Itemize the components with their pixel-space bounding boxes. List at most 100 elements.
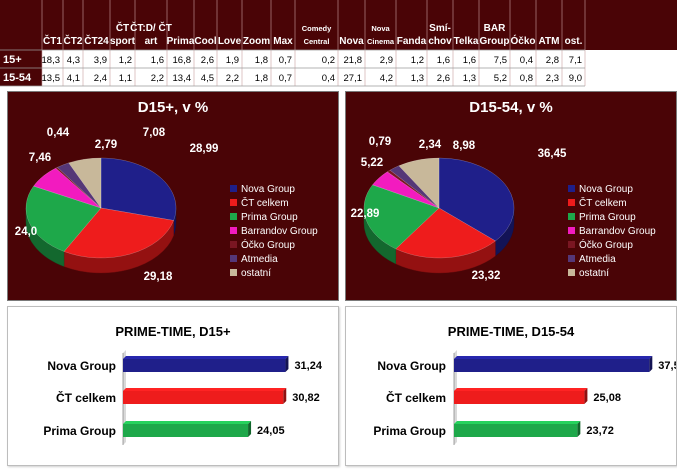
bar-chart-prime-time-d15-54: PRIME-TIME, D15-54 Nova Group 37,56 ČT celk… <box>345 306 677 466</box>
table-cell: 1,9 <box>226 55 239 66</box>
table-column-header: Fanda <box>397 36 427 47</box>
bar <box>454 424 578 437</box>
bar-category-label: Prima Group <box>373 424 446 438</box>
table-row-label: 15+ <box>3 54 22 66</box>
table-column-header: Nova <box>339 36 364 47</box>
pie-slice <box>25 185 102 252</box>
legend-entry: Nova Group <box>579 184 633 195</box>
pie-value-label: 7,46 <box>29 152 51 164</box>
pie-chart-d15-svg: D15+, v % 28,99 29,18 24,0 7,46 0,44 2,79 7,08 N… <box>15 99 318 283</box>
legend-entry: ostatní <box>241 268 271 279</box>
table-column-header: Nova Cinema <box>367 24 395 46</box>
bar-side <box>283 388 287 404</box>
table-cell: 1,8 <box>255 73 268 84</box>
legend-swatch <box>568 241 575 248</box>
table-cell: 2,6 <box>201 55 214 66</box>
pie-chart-d15: D15+, v % 28,99 29,18 24,0 7,46 0,44 2,79 7,08 N… <box>7 91 339 301</box>
bar <box>123 359 286 372</box>
bar-category-label: Prima Group <box>43 424 116 438</box>
pie-chart-d15-54-svg: D15-54, v % 36,45 23,32 22,89 5,22 0,79 2,34 8,… <box>351 99 657 282</box>
bar-chart-prime-time-d15-svg: PRIME-TIME, D15+ Nova Group 31,24 ČT celkem… <box>43 324 323 445</box>
table-cell: 21,8 <box>344 55 363 66</box>
bar-top <box>123 356 289 359</box>
bar-top <box>454 388 588 391</box>
pie-value-label: 0,79 <box>369 136 391 148</box>
bar-chart-prime-time-d15-54-svg: PRIME-TIME, D15-54 Nova Group 37,56 ČT celk… <box>373 324 677 445</box>
pie-value-label: 28,99 <box>190 143 219 155</box>
legend-swatch <box>230 213 237 220</box>
table-cell: 1,3 <box>411 73 424 84</box>
table-cell: 3,9 <box>94 55 107 66</box>
table-cell: 0,7 <box>279 73 292 84</box>
pie-value-label: 22,89 <box>351 208 380 220</box>
pie-value-label: 0,44 <box>47 127 70 139</box>
table-row-label: 15-54 <box>3 72 32 84</box>
table-column-header: BAR Group <box>480 23 510 47</box>
table-cell: 13,4 <box>173 73 192 84</box>
legend-entry: Barrandov Group <box>579 226 656 237</box>
table-cell: 5,2 <box>494 73 507 84</box>
table-column-header: ATM <box>539 36 560 47</box>
bar-category-label: ČT celkem <box>56 390 116 405</box>
bar-value-label: 24,05 <box>257 425 285 437</box>
table-cell: 4,3 <box>67 55 80 66</box>
table-cell: 27,1 <box>344 73 363 84</box>
legend-entry: Prima Group <box>579 212 636 223</box>
pie-slice <box>63 207 174 259</box>
table-cell: 1,6 <box>463 55 476 66</box>
table-cell: 13,5 <box>42 73 61 84</box>
table-cell: 2,3 <box>546 73 559 84</box>
table-cell: 4,2 <box>380 73 393 84</box>
pie-value-label: 7,08 <box>143 127 166 139</box>
pie-slice <box>363 184 440 250</box>
table-cell: 2,4 <box>94 73 107 84</box>
bar-chart-title: PRIME-TIME, D15+ <box>115 324 231 339</box>
pie-slice <box>386 169 440 209</box>
pie-title: D15+, v % <box>138 99 208 116</box>
table-cell: 0,4 <box>520 55 533 66</box>
table-column-header: Cool <box>194 36 216 47</box>
table-column-header: ČT1 <box>43 34 62 47</box>
pie-title: D15-54, v % <box>469 99 552 116</box>
table-cell: 1,8 <box>255 55 268 66</box>
bar-category-label: Nova Group <box>47 359 116 373</box>
pie-slice <box>100 157 177 221</box>
table-column-header: ČT sport <box>110 21 136 47</box>
table-cell: 1,3 <box>463 73 476 84</box>
bar-side <box>577 421 581 437</box>
pie-slice <box>55 167 102 209</box>
table-column-header: ČT24 <box>84 34 109 47</box>
bar <box>454 359 650 372</box>
table-cell: 0,8 <box>520 73 533 84</box>
table-cell: 2,9 <box>380 55 393 66</box>
legend-entry: Atmedia <box>241 254 278 265</box>
pie-slice <box>33 167 102 209</box>
legend-swatch <box>230 185 237 192</box>
table-cell: 4,1 <box>67 73 80 84</box>
legend-swatch <box>568 227 575 234</box>
pie-slice <box>398 157 440 209</box>
table-header-bg <box>0 0 677 50</box>
table-cell: 1,6 <box>151 55 164 66</box>
bar-value-label: 37,56 <box>658 360 676 372</box>
table-column-header: Prima <box>167 36 195 47</box>
table-cell: 0,7 <box>279 55 292 66</box>
table-column-header: Love <box>218 36 242 47</box>
table-cell: 2,8 <box>546 55 559 66</box>
table-cell: 2,2 <box>151 73 164 84</box>
pie-value-label: 5,22 <box>361 157 383 169</box>
table-cell: 1,2 <box>119 55 132 66</box>
pie-slice <box>372 171 440 209</box>
legend-entry: ČT celkem <box>579 196 627 209</box>
table-cell: 1,2 <box>411 55 424 66</box>
pie-slice <box>395 207 496 259</box>
bar-value-label: 23,72 <box>586 425 614 437</box>
bar-side <box>584 388 588 404</box>
legend-swatch <box>568 199 575 206</box>
table-cell: 18,3 <box>42 55 61 66</box>
pie-slice <box>68 157 102 209</box>
bar-top <box>454 356 653 359</box>
legend-entry: Óčko Group <box>241 238 295 251</box>
bar-value-label: 25,08 <box>593 392 621 404</box>
